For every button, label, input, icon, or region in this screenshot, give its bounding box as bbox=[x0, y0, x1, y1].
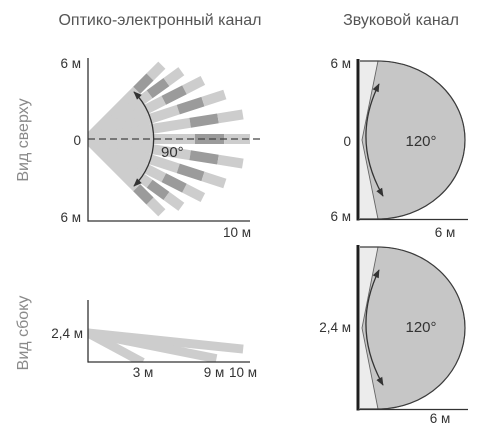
optical-side-height-label: 2,4 м bbox=[51, 326, 83, 341]
sound-side-view-panel: 2,4 м 120° 6 м bbox=[319, 245, 468, 426]
sound-side-height-label: 2,4 м bbox=[319, 320, 351, 335]
sound-top-zone-outline bbox=[360, 60, 466, 220]
optical-beam-segment bbox=[146, 61, 166, 81]
optical-beam-dark-segment bbox=[189, 150, 219, 165]
optical-top-view-panel: 6 м 0 6 м 10 м 90° bbox=[60, 56, 262, 240]
optical-beam-segment bbox=[201, 89, 227, 107]
optical-top-x-range-label: 10 м bbox=[223, 225, 251, 240]
optical-beam-segment bbox=[163, 67, 185, 87]
optical-beam-dark-segment bbox=[133, 73, 154, 94]
optical-side-beam bbox=[88, 328, 244, 354]
optical-beam-segment bbox=[217, 154, 244, 169]
optical-top-y-top-label: 6 м bbox=[60, 56, 81, 71]
optical-beam-segment bbox=[182, 183, 206, 202]
optical-beam-segment bbox=[217, 109, 244, 124]
optical-side-x-label-3m: 3 м bbox=[133, 365, 154, 380]
optical-beam-segment bbox=[88, 135, 141, 192]
optical-channel-title: Оптико-электронный канал bbox=[58, 12, 261, 29]
sound-top-y-top-label: 6 м bbox=[330, 56, 351, 71]
optical-beam-dark-segment bbox=[176, 96, 205, 115]
optical-beam-segment bbox=[201, 171, 227, 189]
sound-side-zone-outline bbox=[360, 246, 466, 410]
optical-side-view-panel: 2,4 м 3 м 9 м 10 м bbox=[51, 300, 257, 380]
optical-beam-dark-segment bbox=[176, 163, 205, 182]
optical-beam-dark-segment bbox=[161, 85, 187, 105]
optical-beam-dark-segment bbox=[146, 78, 170, 99]
optical-angle-label: 90° bbox=[161, 144, 184, 161]
sound-side-angle-label: 120° bbox=[405, 319, 436, 336]
optical-side-x-label-9m: 9 м bbox=[204, 365, 225, 380]
optical-beam-segment bbox=[182, 76, 206, 95]
sound-top-view-panel: 6 м 0 6 м 6 м 120° bbox=[330, 56, 468, 240]
sound-top-angle-label: 120° bbox=[405, 133, 436, 150]
optical-beam-dark-segment bbox=[161, 173, 187, 193]
optical-top-y-zero-label: 0 bbox=[73, 133, 81, 148]
optical-side-beam bbox=[88, 329, 145, 362]
optical-beam-segment bbox=[146, 197, 166, 217]
sound-channel-title: Звуковой канал bbox=[343, 12, 459, 29]
optical-top-y-bottom-label: 6 м bbox=[60, 210, 81, 225]
optical-beam-dark-segment bbox=[146, 179, 170, 200]
sound-top-x-range-label: 6 м bbox=[435, 225, 456, 240]
optical-side-beam bbox=[88, 328, 218, 362]
sound-top-angle-arrow bbox=[365, 83, 384, 197]
optical-beam-dark-segment bbox=[133, 184, 154, 205]
optical-side-x-label-10m: 10 м bbox=[229, 365, 257, 380]
sound-top-y-bottom-label: 6 м bbox=[330, 209, 351, 224]
sound-top-y-zero-label: 0 bbox=[343, 134, 351, 149]
optical-side-beams bbox=[88, 328, 244, 362]
sound-side-x-range-label: 6 м bbox=[430, 411, 451, 426]
sound-side-angle-arrow bbox=[365, 269, 384, 386]
optical-beam-dark-segment bbox=[189, 113, 219, 128]
top-view-label: Вид сверху bbox=[15, 98, 32, 181]
optical-beam-segment bbox=[163, 191, 185, 211]
side-view-label: Вид сбоку bbox=[15, 296, 32, 371]
optical-angle-arrow bbox=[133, 91, 155, 187]
